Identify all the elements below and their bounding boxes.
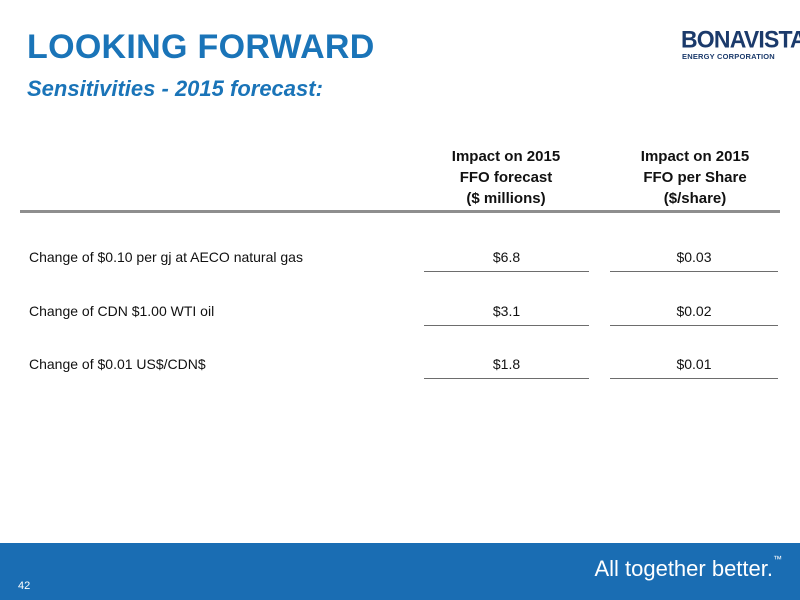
page-number: 42: [18, 580, 31, 592]
slogan-text: All together better.: [594, 556, 773, 581]
row-label-gas: Change of $0.10 per gj at AECO natural g…: [29, 249, 303, 265]
column-header-line: ($ millions): [466, 190, 546, 207]
column-header-line: FFO forecast: [459, 169, 553, 186]
trademark-mark: ™: [773, 554, 782, 564]
logo-subtext: ENERGY CORPORATION: [682, 52, 775, 61]
row-label-oil: Change of CDN $1.00 WTI oil: [29, 303, 215, 319]
cell-ffo-gas: $6.8: [424, 249, 589, 272]
cell-ffo-fx: $1.8: [424, 356, 589, 379]
column-header-line: Impact on 2015: [451, 148, 561, 165]
column-header-ffo: Impact on 2015 FFO forecast ($ millions): [416, 146, 596, 209]
column-header-per-share: Impact on 2015 FFO per Share ($/share): [605, 146, 785, 209]
footer-bar: [0, 543, 800, 600]
cell-per-share-gas: $0.03: [610, 249, 778, 272]
row-label-fx: Change of $0.01 US$/CDN$: [29, 356, 206, 372]
header-divider: [20, 210, 780, 213]
cell-per-share-fx: $0.01: [610, 356, 778, 379]
page-subtitle: Sensitivities - 2015 forecast:: [27, 76, 323, 101]
company-logo: BONAVISTA ENERGY CORPORATION: [681, 27, 800, 64]
footer-slogan: All together better.™: [594, 554, 782, 582]
cell-per-share-oil: $0.02: [610, 303, 778, 326]
logo-wordmark: BONAVISTA: [681, 25, 800, 53]
cell-ffo-oil: $3.1: [424, 303, 589, 326]
column-header-line: FFO per Share: [643, 169, 747, 186]
column-header-line: Impact on 2015: [640, 148, 750, 165]
page-title: LOOKING FORWARD: [27, 28, 375, 66]
column-header-line: ($/share): [663, 190, 727, 207]
